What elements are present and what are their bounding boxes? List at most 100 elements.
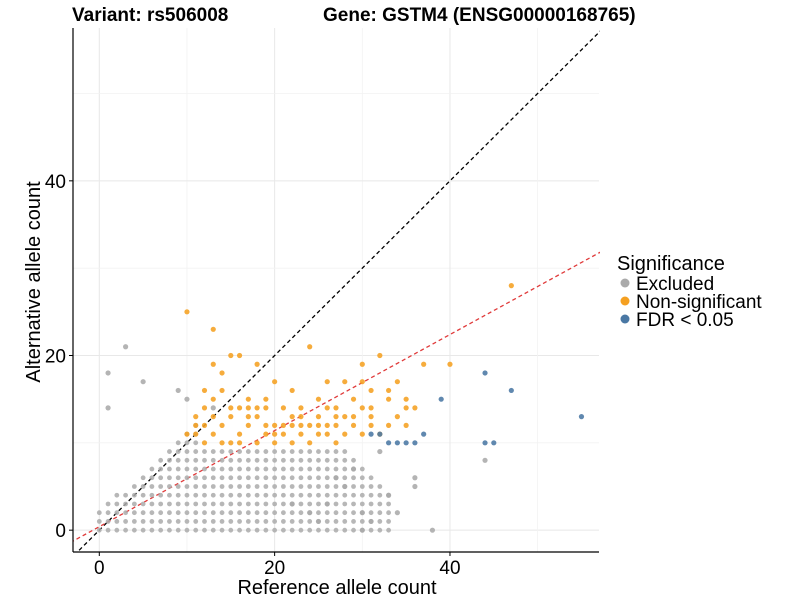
point-excluded xyxy=(131,510,137,516)
point-excluded xyxy=(342,501,348,507)
point-excluded xyxy=(184,475,190,481)
point-excluded xyxy=(351,519,356,524)
point-non-significant xyxy=(350,396,357,402)
point-excluded xyxy=(245,449,251,454)
point-excluded xyxy=(158,484,164,489)
point-excluded xyxy=(193,449,199,454)
point-excluded xyxy=(377,484,383,489)
legend-swatch-non-significant xyxy=(620,296,630,306)
point-excluded xyxy=(289,449,295,454)
point-excluded xyxy=(254,527,260,533)
point-excluded xyxy=(263,519,269,524)
point-excluded xyxy=(289,501,295,507)
point-excluded xyxy=(175,501,181,507)
point-excluded xyxy=(175,475,181,481)
point-excluded xyxy=(245,457,251,463)
legend-label-fdr: FDR < 0.05 xyxy=(636,310,734,331)
point-excluded xyxy=(368,518,374,525)
point-non-significant xyxy=(307,422,313,428)
point-fdr xyxy=(421,431,427,437)
point-excluded xyxy=(333,484,339,489)
point-non-significant xyxy=(263,422,269,428)
point-excluded xyxy=(394,510,400,516)
point-excluded xyxy=(210,466,216,472)
point-excluded xyxy=(228,519,234,524)
point-excluded xyxy=(281,492,286,498)
point-excluded xyxy=(96,527,102,533)
point-excluded xyxy=(149,466,155,472)
point-excluded xyxy=(184,510,190,516)
point-excluded xyxy=(263,527,269,533)
y-axis-title: Alternative allele count xyxy=(23,181,45,383)
x-tick-label: 20 xyxy=(264,558,285,579)
fit-reference-line xyxy=(73,251,600,542)
point-excluded xyxy=(307,501,313,507)
point-excluded xyxy=(123,527,128,533)
point-non-significant xyxy=(403,396,409,402)
point-excluded xyxy=(342,475,348,481)
point-excluded xyxy=(333,475,339,481)
point-excluded xyxy=(324,484,330,489)
point-excluded xyxy=(368,527,374,533)
point-excluded xyxy=(184,527,190,533)
point-excluded xyxy=(368,492,374,498)
point-non-significant xyxy=(228,352,234,359)
point-excluded xyxy=(281,484,286,489)
point-excluded xyxy=(131,484,137,489)
point-excluded xyxy=(158,466,164,472)
point-non-significant xyxy=(359,431,365,437)
point-excluded xyxy=(272,466,278,472)
point-excluded xyxy=(307,475,313,481)
point-excluded xyxy=(202,501,207,507)
point-non-significant xyxy=(193,431,199,437)
point-excluded xyxy=(324,457,330,463)
point-excluded xyxy=(158,475,164,481)
point-excluded xyxy=(368,475,374,481)
point-non-significant xyxy=(508,283,514,289)
point-excluded xyxy=(175,457,181,463)
point-excluded xyxy=(289,475,295,481)
point-non-significant xyxy=(307,344,313,350)
point-excluded xyxy=(254,519,260,524)
point-excluded xyxy=(289,519,295,524)
point-non-significant xyxy=(219,387,225,394)
point-excluded xyxy=(202,519,207,524)
point-excluded xyxy=(342,492,348,498)
point-non-significant xyxy=(289,440,295,446)
point-non-significant xyxy=(210,431,216,437)
point-excluded xyxy=(149,475,155,481)
point-excluded xyxy=(202,449,207,454)
point-excluded xyxy=(298,457,304,463)
point-excluded xyxy=(140,492,146,498)
x-axis-title: Reference allele count xyxy=(237,577,436,599)
point-excluded xyxy=(289,484,295,489)
point-excluded xyxy=(316,449,321,454)
point-excluded xyxy=(140,475,146,481)
point-excluded xyxy=(351,457,356,463)
point-excluded xyxy=(316,466,321,472)
point-excluded xyxy=(210,519,216,524)
point-excluded xyxy=(228,449,234,454)
point-excluded xyxy=(228,466,234,472)
point-excluded xyxy=(386,527,391,533)
point-excluded xyxy=(289,466,295,472)
point-excluded xyxy=(254,484,260,489)
point-non-significant xyxy=(403,405,409,411)
point-non-significant xyxy=(245,422,251,428)
point-excluded xyxy=(245,501,251,507)
point-excluded xyxy=(219,527,225,533)
point-non-significant xyxy=(236,352,243,359)
point-excluded xyxy=(193,519,199,524)
point-non-significant xyxy=(289,422,295,428)
point-excluded xyxy=(96,510,102,516)
point-excluded xyxy=(254,492,260,498)
point-excluded xyxy=(377,527,383,533)
gene-title: Gene: GSTM4 (ENSG00000168765) xyxy=(323,5,636,26)
point-non-significant xyxy=(254,405,260,411)
point-non-significant xyxy=(315,396,322,402)
point-excluded xyxy=(245,466,251,472)
point-non-significant xyxy=(201,387,208,394)
point-excluded xyxy=(281,527,286,533)
point-excluded xyxy=(219,492,225,498)
